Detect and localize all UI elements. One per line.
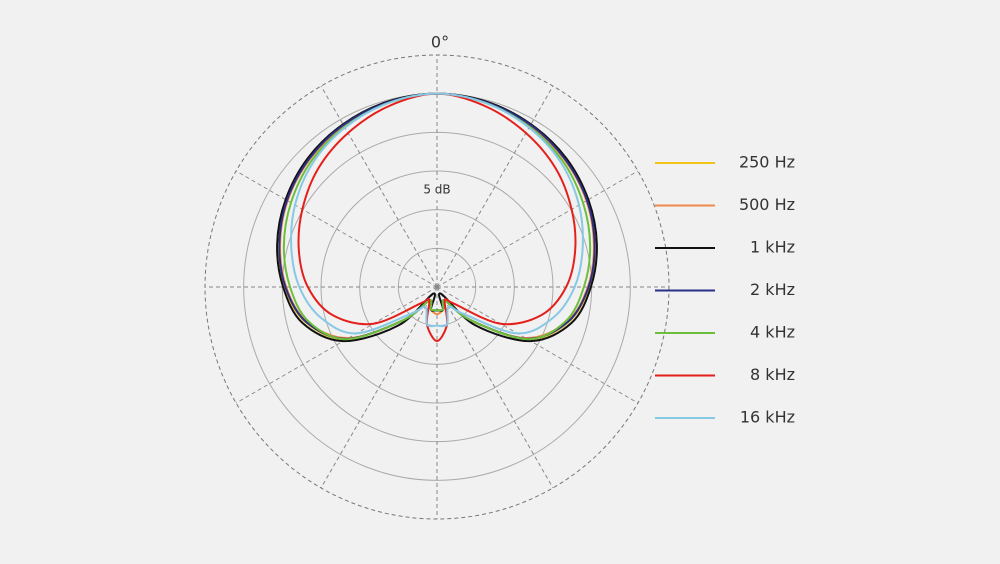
legend-label: 250 Hz (739, 153, 795, 172)
legend-label: 8 kHz (750, 365, 795, 384)
r-label-bg (418, 180, 456, 200)
legend-label: 1 kHz (750, 238, 795, 257)
legend-label: 16 kHz (740, 408, 795, 427)
pattern-line (282, 92, 592, 341)
spoke (235, 170, 438, 288)
spoke (235, 286, 438, 404)
spoke (320, 85, 438, 288)
spoke (320, 286, 438, 489)
legend-label: 500 Hz (739, 195, 795, 214)
pattern-line (297, 92, 577, 343)
spoke (436, 286, 639, 404)
spoke (436, 170, 639, 288)
legend-label: 4 kHz (750, 323, 795, 342)
angle-label: 0° (431, 33, 449, 52)
pattern-line (290, 92, 584, 335)
spoke (436, 286, 554, 489)
r-label: 5 dB (423, 183, 450, 197)
spoke (436, 85, 554, 288)
legend-label: 2 kHz (750, 280, 795, 299)
